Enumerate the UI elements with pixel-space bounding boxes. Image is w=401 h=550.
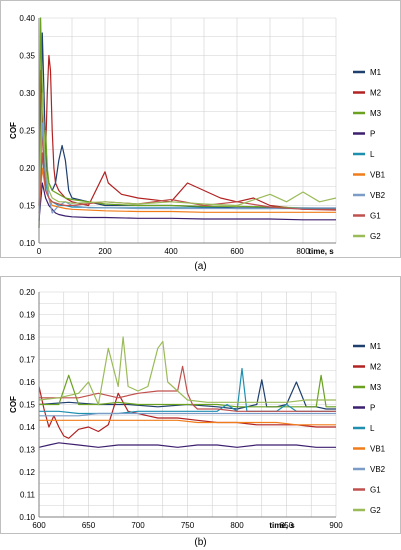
series-line-p [38, 442, 336, 448]
x-tick-label: 0 [37, 247, 42, 256]
x-tick-label: 600 [230, 247, 244, 256]
chart-b: 0.10 0.11 0.12 0.13 0.14 0.15 0.16 0.17 0.18 0.19… [9, 288, 386, 530]
y-tick-label: 0.10 [19, 513, 35, 522]
chart-panel-a: 0.10 0.15 0.20 0.25 0.30 0.35 0.40 0 200 400 600 80… [0, 0, 401, 258]
y-tick-label: 0.18 [19, 333, 35, 342]
series-line-g1 [39, 365, 336, 412]
x-tick-label: 400 [164, 247, 178, 256]
x-tick-label: 600 [32, 521, 46, 530]
y-tick-label: 0.15 [19, 401, 35, 410]
x-tick-label: 700 [131, 521, 145, 530]
series-line-m3 [39, 374, 336, 408]
y-tick-label: 0.40 [19, 14, 35, 23]
legend-label-vb1: VB1 [370, 445, 386, 454]
series-line-m2 [38, 386, 336, 439]
y-tick-label: 0.17 [19, 356, 35, 365]
y-tick-label: 0.12 [19, 468, 35, 477]
y-tick-label: 0.19 [19, 311, 35, 320]
caption-a: (a) [194, 261, 207, 272]
legend: M1 M2 M3 P L VB1 VB2 G1 G2 [353, 68, 386, 241]
x-tick-label: 850 [280, 521, 294, 530]
series-line-vb2 [39, 412, 336, 417]
chart-a: 0.10 0.15 0.20 0.25 0.30 0.35 0.40 0 200 400 600 80… [9, 14, 386, 256]
x-tick-label: 200 [98, 247, 112, 256]
y-tick-label: 0.13 [19, 446, 35, 455]
legend-label-m2: M2 [370, 89, 382, 98]
x-tick-label: 800 [296, 247, 310, 256]
series-group [38, 336, 336, 448]
y-axis-title: COF [9, 396, 18, 413]
y-tick-label: 0.11 [20, 491, 36, 500]
x-tick-label: 750 [181, 521, 195, 530]
series-line-vb2 [38, 122, 336, 221]
legend-label-p: P [370, 130, 375, 139]
series-line-g1 [38, 152, 336, 214]
x-tick-label: 800 [230, 521, 244, 530]
series-line-vb1 [39, 419, 336, 426]
legend-label-m3: M3 [370, 109, 382, 118]
y-tick-label: 0.15 [19, 202, 35, 211]
legend-label-l: L [370, 150, 375, 159]
legend-label-g2: G2 [370, 232, 381, 241]
legend-label-m1: M1 [370, 342, 382, 351]
legend-label-g1: G1 [370, 486, 381, 495]
y-tick-label: 0.16 [19, 378, 35, 387]
legend-label-m1: M1 [370, 68, 382, 77]
legend-label-vb1: VB1 [370, 171, 386, 180]
chart-panel-b: 0.10 0.11 0.12 0.13 0.14 0.15 0.16 0.17 0.18 0.19… [0, 276, 401, 534]
legend: M1 M2 M3 P L VB1 VB2 G1 G2 [353, 342, 386, 515]
series-group [38, 17, 337, 229]
legend-label-p: P [370, 404, 375, 413]
y-axis-title: COF [9, 122, 18, 139]
legend-label-m3: M3 [370, 383, 382, 392]
legend-label-g1: G1 [370, 212, 381, 221]
y-tick-label: 0.30 [19, 89, 35, 98]
series-line-p [38, 182, 336, 221]
series-line-g2 [38, 92, 337, 207]
series-line-m2 [38, 54, 337, 211]
legend-label-vb2: VB2 [370, 465, 386, 474]
caption-b: (b) [194, 537, 207, 548]
x-axis-title: time, s [269, 521, 295, 530]
y-tick-label: 0.20 [19, 288, 35, 297]
legend-label-m2: M2 [370, 363, 382, 372]
y-tick-label: 0.10 [19, 239, 35, 248]
y-tick-label: 0.25 [19, 127, 35, 136]
y-tick-label: 0.20 [19, 164, 35, 173]
x-tick-label: 900 [329, 521, 343, 530]
x-tick-label: 650 [82, 521, 96, 530]
x-axis-title: time, s [308, 247, 334, 256]
legend-label-g2: G2 [370, 506, 381, 515]
y-tick-label: 0.35 [19, 52, 35, 61]
legend-label-vb2: VB2 [370, 191, 386, 200]
y-tick-label: 0.14 [19, 423, 35, 432]
legend-label-l: L [370, 424, 375, 433]
series-line-g2 [38, 336, 336, 406]
